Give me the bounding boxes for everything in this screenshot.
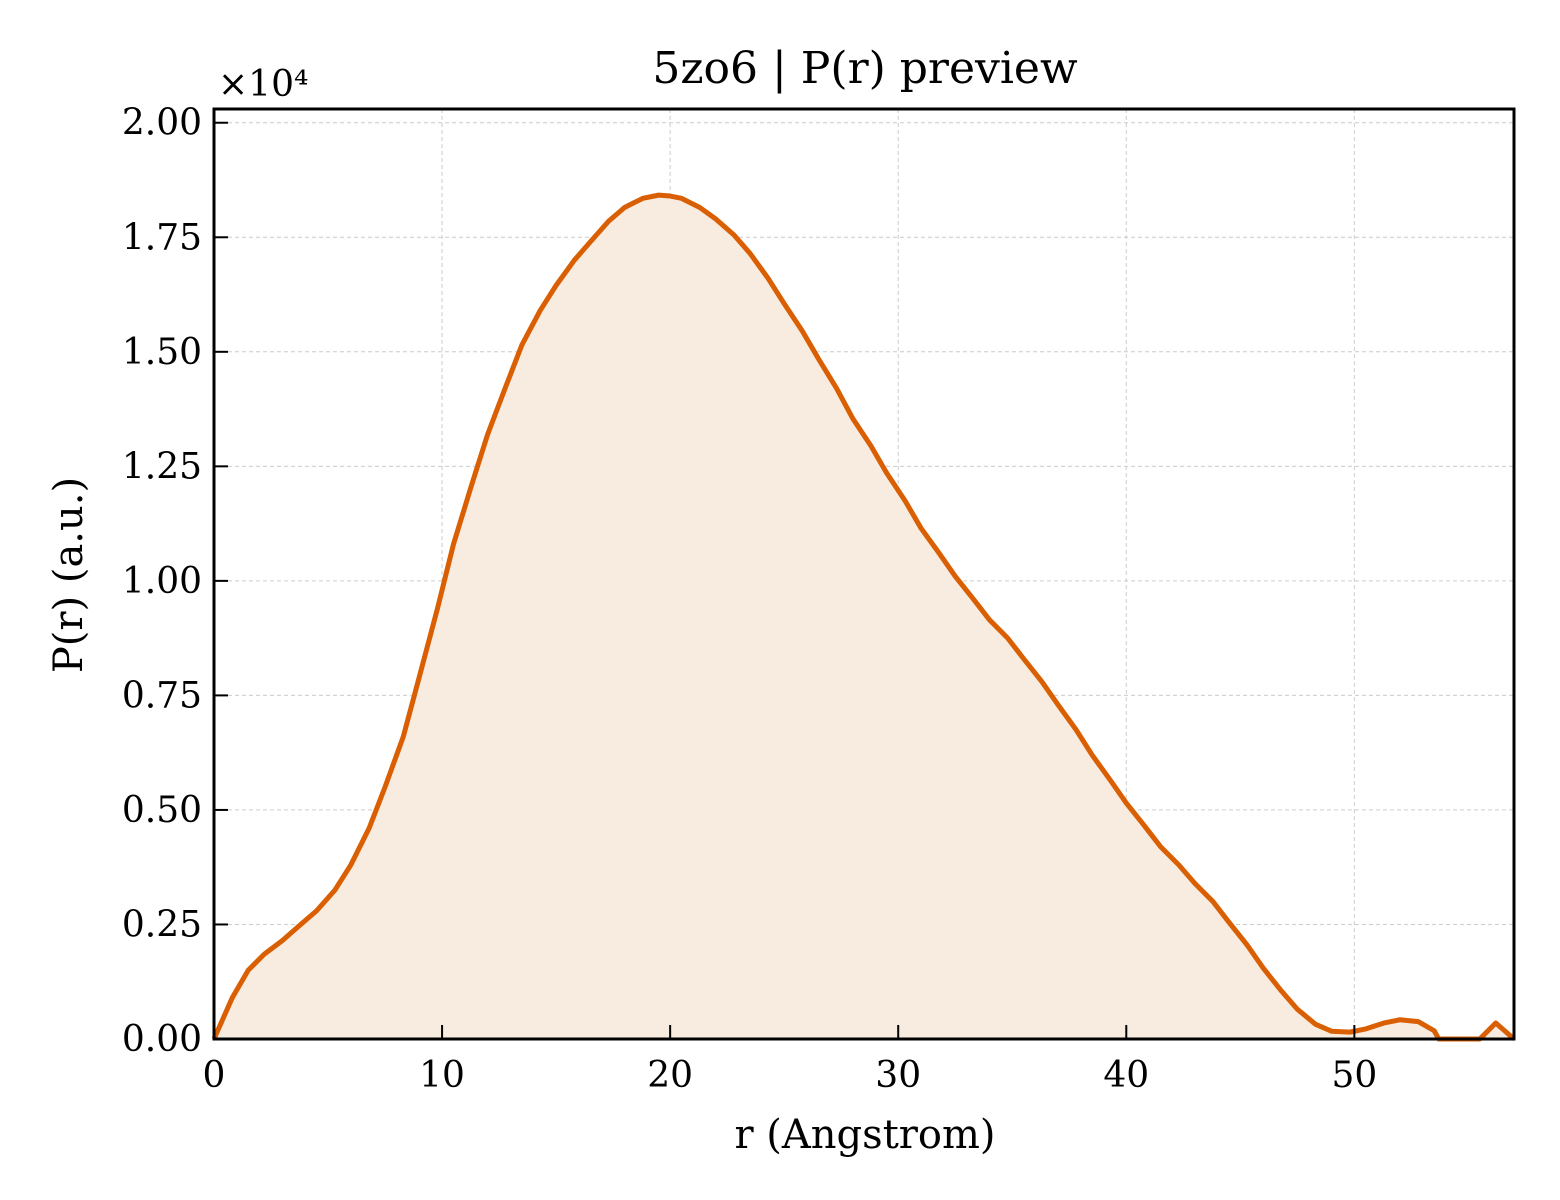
y-tick-label: 1.75 xyxy=(122,217,202,258)
ticks-layer: 0 10 20 30 40 50 0.00 0.25 0.50 0.75 1.00 1.25 1.50 1… xyxy=(122,103,1377,1096)
chart-title: 5zo6 | P(r) preview xyxy=(652,43,1078,94)
y-tick-label: 0.50 xyxy=(122,790,202,831)
area-fill xyxy=(214,195,1514,1039)
y-tick-label: 0.75 xyxy=(122,675,202,716)
y-tick-label: 0.25 xyxy=(122,904,202,945)
y-tick-label: 1.50 xyxy=(122,332,202,373)
x-tick-label: 0 xyxy=(203,1055,226,1096)
series-line xyxy=(211,192,1516,1042)
y-axis-scale-label: ×10⁴ xyxy=(218,64,308,105)
x-axis-label: r (Angstrom) xyxy=(734,1112,995,1158)
x-tick-label: 20 xyxy=(647,1055,693,1096)
y-axis-label: P(r) (a.u.) xyxy=(46,477,92,673)
x-tick-label: 10 xyxy=(419,1055,465,1096)
plot-frame xyxy=(212,107,1516,1041)
x-tick-label: 40 xyxy=(1103,1055,1149,1096)
x-tick-label: 30 xyxy=(875,1055,921,1096)
y-tick-label: 0.00 xyxy=(122,1019,202,1060)
y-tick-label: 1.00 xyxy=(122,561,202,602)
y-tick-label: 1.25 xyxy=(122,446,202,487)
y-tick-label: 2.00 xyxy=(122,103,202,144)
x-tick-label: 50 xyxy=(1331,1055,1377,1096)
